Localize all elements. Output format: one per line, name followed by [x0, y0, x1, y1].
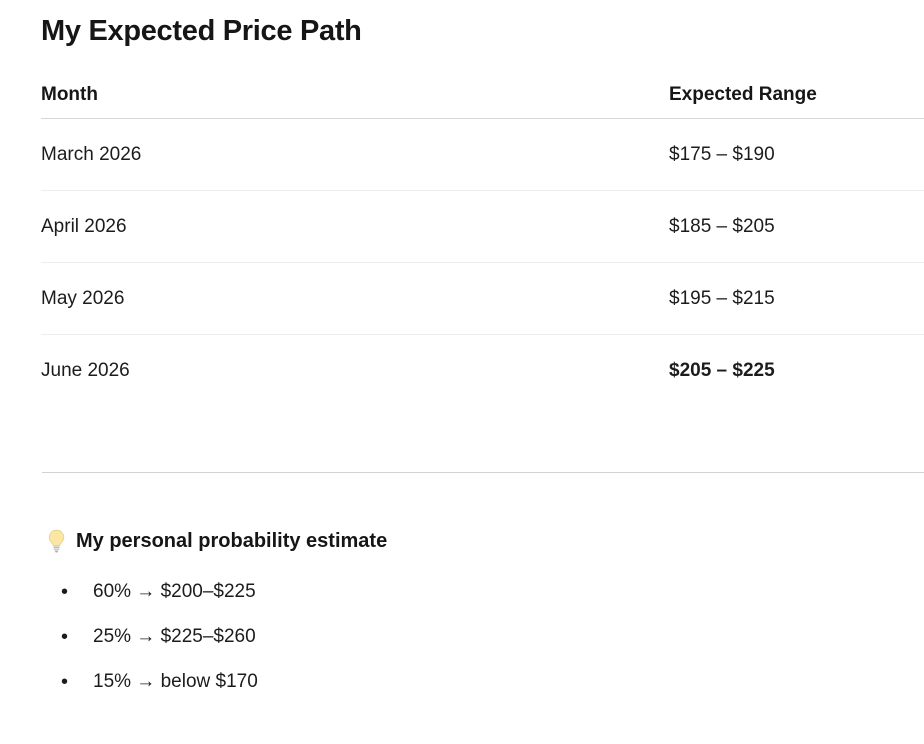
probability-list: 60% → $200–$225 25% → $225–$260 15% → be… [41, 580, 924, 694]
table-row: June 2026 $205 – $225 [41, 335, 924, 407]
month-cell: June 2026 [41, 359, 130, 381]
page-title: My Expected Price Path [41, 15, 362, 47]
table-row: April 2026 $185 – $205 [41, 190, 924, 263]
table-row: March 2026 $175 – $190 [41, 118, 924, 191]
list-item: 25% → $225–$260 [41, 625, 924, 649]
price-path-table: Month Expected Range March 2026 $175 – $… [41, 84, 924, 407]
list-item: 60% → $200–$225 [41, 580, 924, 604]
month-cell: April 2026 [41, 190, 669, 263]
table-header-row: Month Expected Range [41, 84, 924, 119]
range-cell: $195 – $215 [669, 262, 924, 335]
range-cell: $175 – $190 [669, 118, 924, 191]
light-bulb-icon [47, 529, 66, 553]
probability-heading-label: My personal probability estimate [76, 529, 388, 552]
range-cell: $205 – $225 [669, 359, 775, 381]
column-header-month: Month [41, 84, 669, 119]
section-divider [42, 471, 924, 473]
table-row: May 2026 $195 – $215 [41, 262, 924, 335]
probability-section-heading: My personal probability estimate [41, 528, 924, 554]
month-cell: May 2026 [41, 262, 669, 335]
column-header-expected-range: Expected Range [669, 84, 924, 119]
range-cell: $185 – $205 [669, 190, 924, 263]
month-cell: March 2026 [41, 118, 669, 191]
list-item: 15% → below $170 [41, 670, 924, 694]
